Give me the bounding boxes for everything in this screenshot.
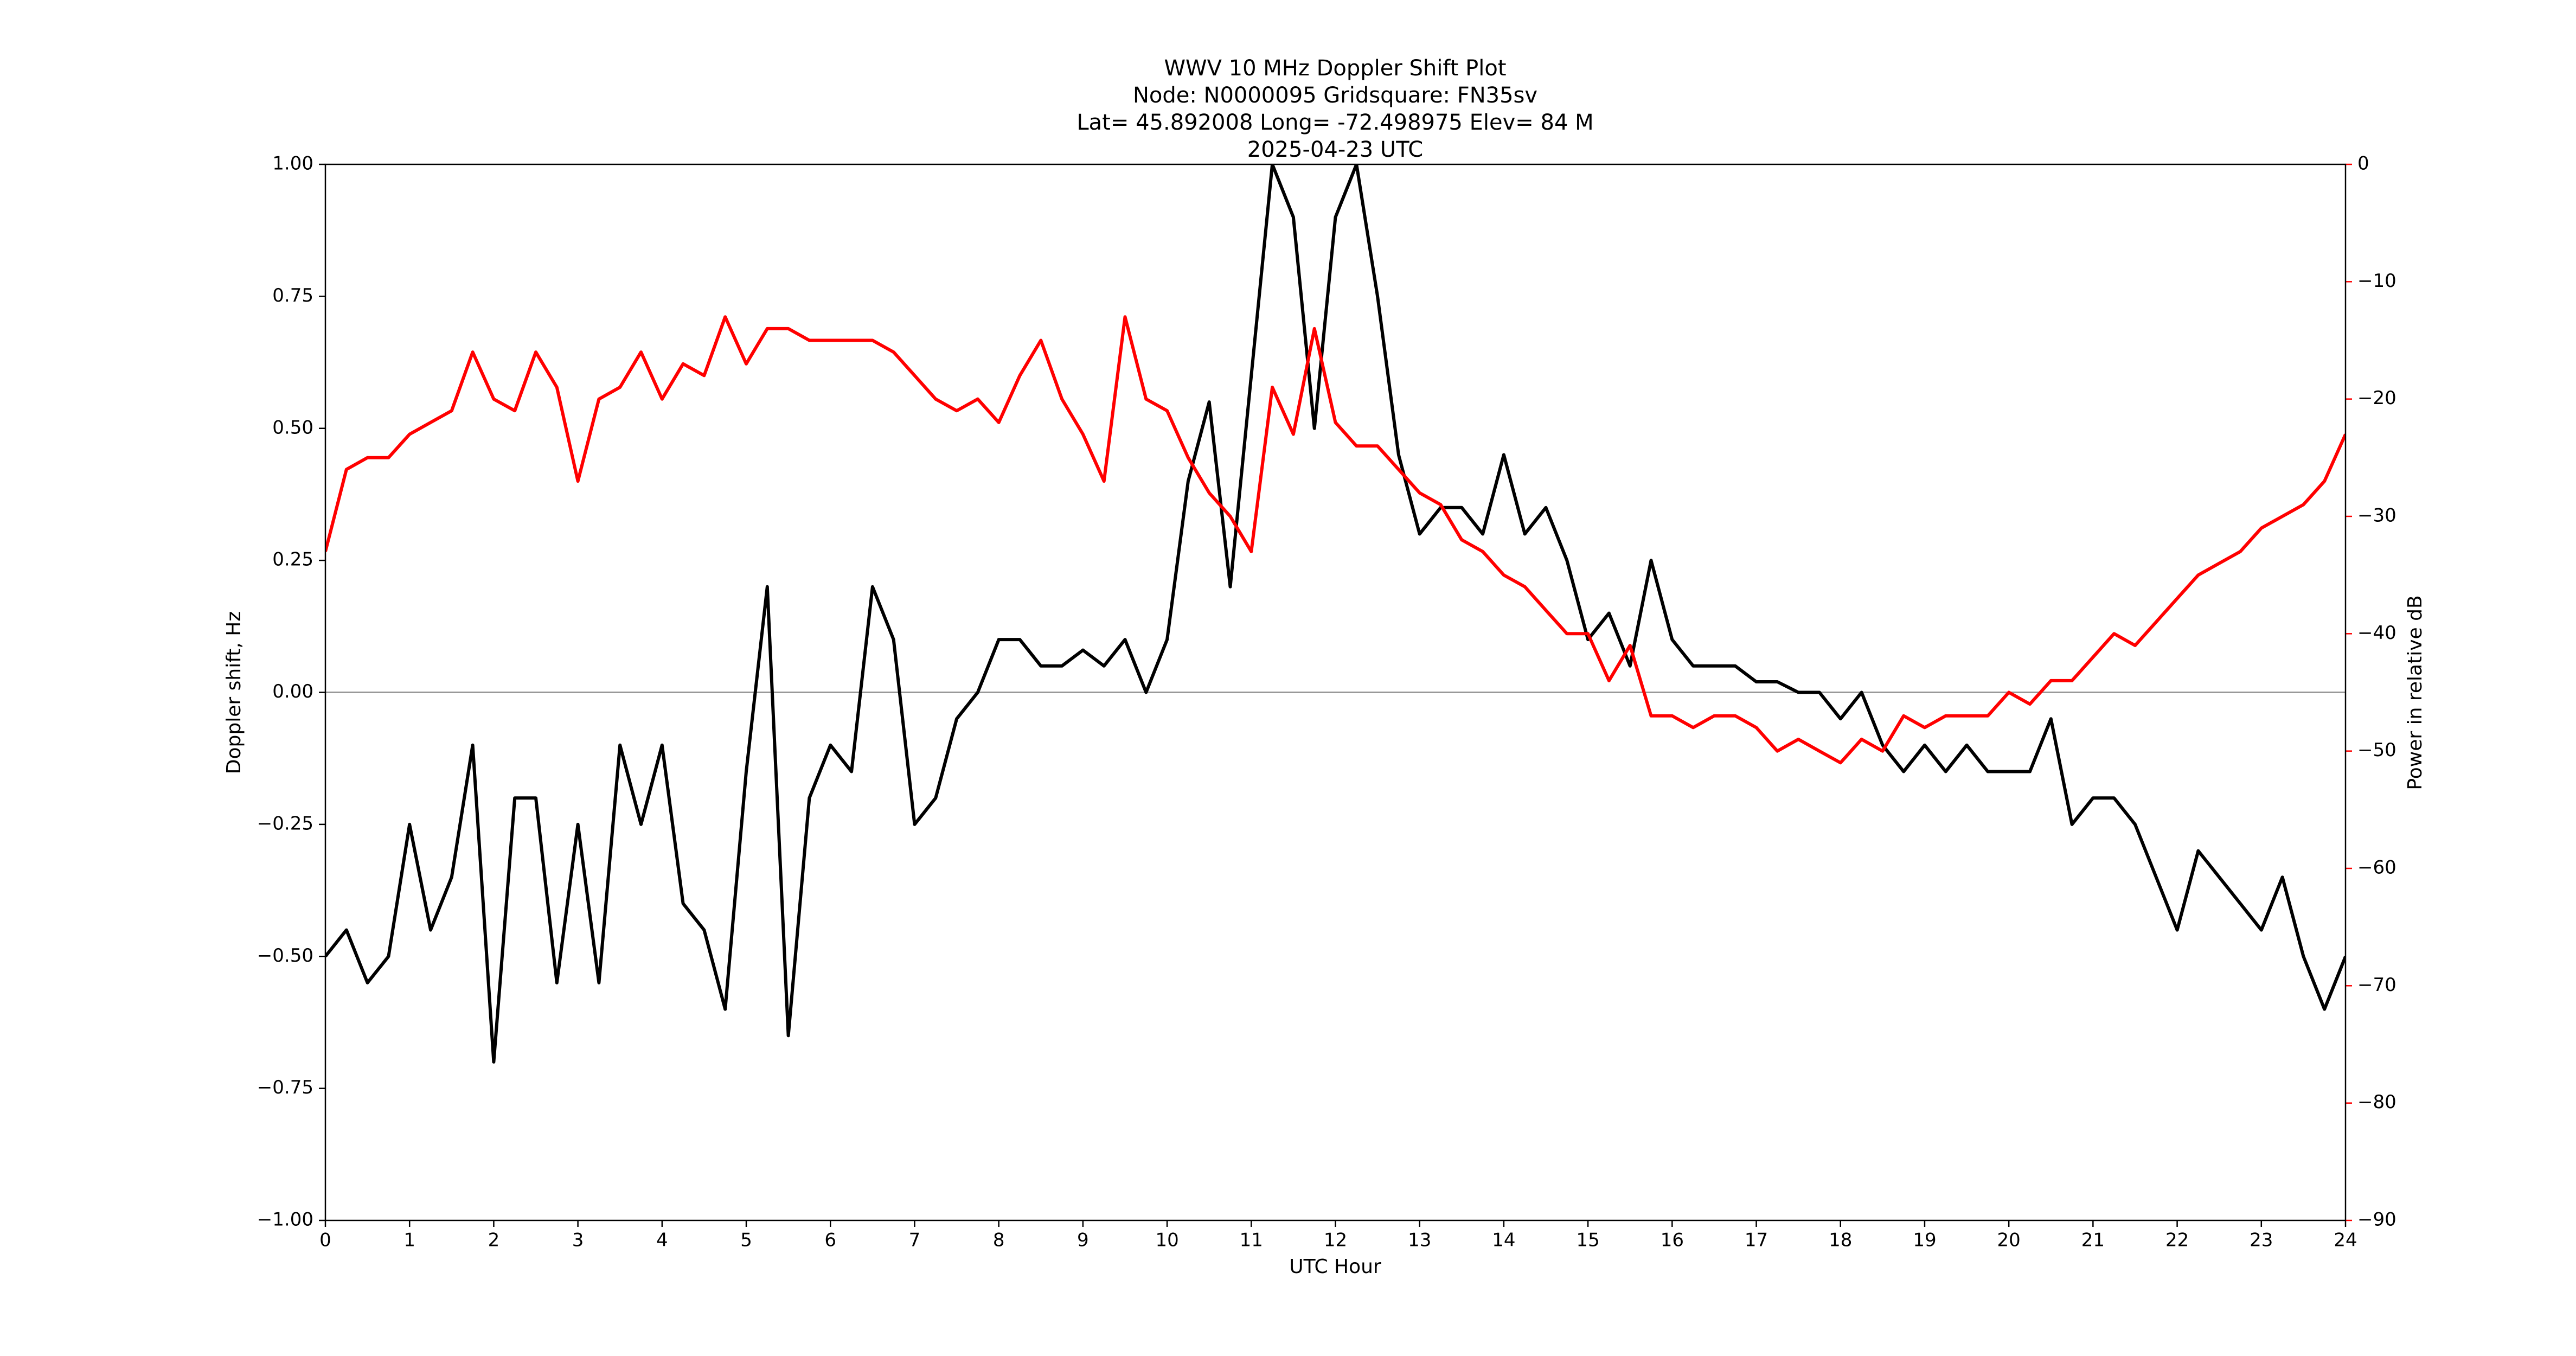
x-tick-label: 9 bbox=[1077, 1230, 1089, 1251]
x-tick-label: 20 bbox=[1997, 1230, 2021, 1251]
x-tick-label: 6 bbox=[824, 1230, 836, 1251]
y-tick-label: −0.25 bbox=[257, 813, 313, 834]
x-tick-label: 18 bbox=[1829, 1230, 1852, 1251]
x-tick-label: 23 bbox=[2250, 1230, 2273, 1251]
y-tick-label: −1.00 bbox=[257, 1209, 313, 1231]
chart-title: Node: N0000095 Gridsquare: FN35sv bbox=[1133, 83, 1537, 108]
y2-axis-label: Power in relative dB bbox=[2404, 595, 2426, 790]
y-tick-label: 0.75 bbox=[272, 285, 313, 306]
y2-tick-label: −50 bbox=[2357, 739, 2396, 761]
x-tick-label: 19 bbox=[1913, 1230, 1936, 1251]
y2-tick-label: −70 bbox=[2357, 974, 2396, 996]
x-tick-label: 22 bbox=[2165, 1230, 2189, 1251]
x-tick-label: 7 bbox=[909, 1230, 921, 1251]
y2-tick-label: −60 bbox=[2357, 857, 2396, 879]
chart-title: WWV 10 MHz Doppler Shift Plot bbox=[1164, 56, 1506, 81]
x-tick-label: 14 bbox=[1492, 1230, 1515, 1251]
x-tick-label: 16 bbox=[1661, 1230, 1684, 1251]
x-tick-label: 24 bbox=[2334, 1230, 2357, 1251]
y-axis-label: Doppler shift, Hz bbox=[223, 611, 245, 774]
x-tick-label: 1 bbox=[403, 1230, 415, 1251]
plot-frame bbox=[324, 163, 2347, 1221]
y-tick-label: −0.75 bbox=[257, 1077, 313, 1098]
x-tick-label: 3 bbox=[572, 1230, 584, 1251]
series-line bbox=[325, 315, 2346, 765]
chart-title: Lat= 45.892008 Long= -72.498975 Elev= 84… bbox=[1076, 110, 1593, 135]
x-tick-label: 15 bbox=[1576, 1230, 1599, 1251]
x-tick-label: 8 bbox=[993, 1230, 1005, 1251]
y-tick-label: 1.00 bbox=[272, 153, 313, 175]
y2-tick-label: −10 bbox=[2357, 270, 2396, 292]
x-tick-label: 4 bbox=[656, 1230, 668, 1251]
x-axis-label: UTC Hour bbox=[1289, 1256, 1381, 1278]
x-tick-label: 0 bbox=[319, 1230, 331, 1251]
chart-title: 2025-04-23 UTC bbox=[1247, 137, 1423, 162]
y-tick-label: 0.25 bbox=[272, 549, 313, 571]
x-tick-label: 12 bbox=[1324, 1230, 1347, 1251]
x-tick-label: 5 bbox=[740, 1230, 752, 1251]
x-tick-label: 21 bbox=[2081, 1230, 2105, 1251]
y2-tick-label: −40 bbox=[2357, 622, 2396, 644]
x-tick-label: 2 bbox=[488, 1230, 500, 1251]
y2-tick-label: 0 bbox=[2357, 153, 2369, 175]
y2-tick-label: −20 bbox=[2357, 387, 2396, 409]
y2-tick-label: −30 bbox=[2357, 505, 2396, 527]
x-tick-label: 10 bbox=[1155, 1230, 1178, 1251]
x-tick-label: 13 bbox=[1408, 1230, 1431, 1251]
y2-tick-label: −80 bbox=[2357, 1091, 2396, 1113]
x-tick-label: 11 bbox=[1240, 1230, 1263, 1251]
y-tick-label: 0.50 bbox=[272, 417, 313, 438]
series-line bbox=[325, 164, 2346, 1064]
x-tick-label: 17 bbox=[1745, 1230, 1768, 1251]
y-tick-label: −0.50 bbox=[257, 945, 313, 967]
y-tick-label: 0.00 bbox=[272, 681, 313, 702]
y2-tick-label: −90 bbox=[2357, 1209, 2396, 1231]
